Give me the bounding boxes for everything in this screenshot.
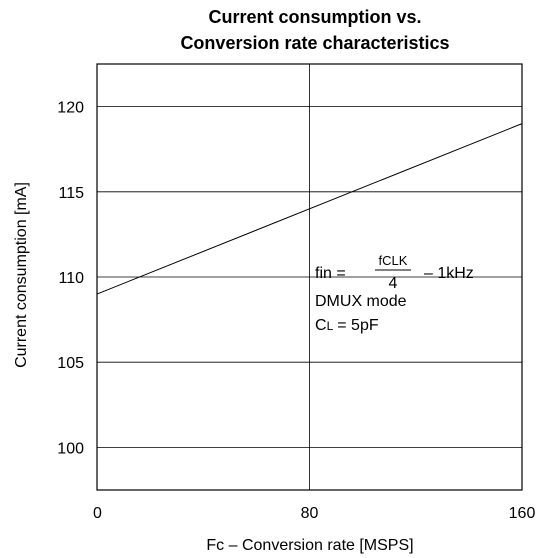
- x-tick-label-80: 80: [301, 505, 319, 522]
- series-group: [96, 123, 523, 295]
- grid: [97, 64, 522, 490]
- annotation-fraction-numerator: fCLK: [379, 253, 408, 268]
- y-axis-label: Current consumption [mA]: [13, 182, 30, 368]
- annotation-fraction-denominator: 4: [389, 275, 398, 292]
- y-tick-label-115: 115: [58, 185, 84, 202]
- chart-title-line-1: Current consumption vs.: [208, 7, 421, 27]
- y-tick-label-100: 100: [57, 440, 84, 457]
- plot-area: [96, 63, 523, 491]
- x-tick-label-160: 160: [509, 505, 536, 522]
- annotation-fin-prefix: fin =: [315, 265, 346, 282]
- annotation-cl-sub: L: [327, 319, 334, 333]
- annotation-fin-suffix: – 1kHz: [424, 265, 474, 282]
- annotation-load-capacitance: CL = 5pF: [315, 317, 379, 334]
- annotation-mode: DMUX mode: [315, 293, 407, 310]
- tick-labels: 100 105 110 115 120 0 80 160: [57, 100, 535, 522]
- y-tick-label-110: 110: [58, 270, 84, 287]
- x-tick-label-0: 0: [93, 505, 102, 522]
- y-tick-label-105: 105: [57, 355, 84, 372]
- annotation: fin = fCLK 4 – 1kHz DMUX mode CL = 5pF: [315, 253, 474, 334]
- y-tick-label-120: 120: [57, 100, 84, 117]
- series-line-0: [96, 123, 523, 295]
- chart-title-line-2: Conversion rate characteristics: [180, 33, 449, 53]
- annotation-cl-value: = 5pF: [337, 317, 379, 334]
- x-axis-label: Fc – Conversion rate [MSPS]: [206, 537, 413, 554]
- annotation-cl-base: C: [315, 317, 327, 334]
